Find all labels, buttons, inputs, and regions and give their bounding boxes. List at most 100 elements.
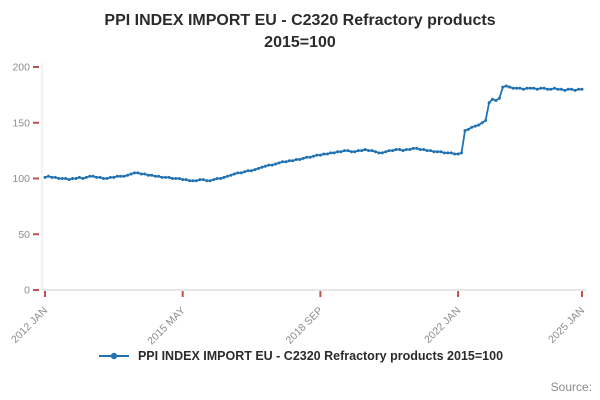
series-point bbox=[318, 153, 322, 157]
series-point bbox=[229, 173, 233, 177]
series-point bbox=[74, 177, 78, 181]
series-point bbox=[64, 177, 68, 181]
series-point bbox=[150, 173, 154, 177]
series-point bbox=[356, 149, 360, 153]
series-point bbox=[119, 174, 123, 178]
series-point bbox=[160, 176, 164, 180]
series-point bbox=[477, 123, 481, 127]
series-point bbox=[77, 176, 81, 180]
series-point bbox=[325, 152, 329, 156]
x-tick-label: 2018 SEP bbox=[284, 305, 326, 347]
series-point bbox=[346, 149, 350, 153]
series-point bbox=[146, 173, 150, 177]
series-point bbox=[256, 167, 260, 171]
y-tick-label: 150 bbox=[12, 117, 30, 129]
series-point bbox=[343, 149, 346, 153]
y-tick-label: 0 bbox=[24, 285, 30, 297]
series-point bbox=[126, 173, 130, 177]
series-point bbox=[98, 176, 102, 180]
x-tick-label: 2015 MAY bbox=[145, 305, 188, 348]
source-note: Source: bbox=[551, 380, 592, 394]
x-tick-label: 2012 JAN bbox=[9, 305, 50, 346]
series-point bbox=[102, 177, 105, 181]
series-point bbox=[246, 169, 250, 173]
series-point bbox=[291, 159, 295, 163]
series-point bbox=[129, 172, 133, 176]
series-point bbox=[263, 164, 267, 168]
series-point bbox=[466, 128, 470, 132]
series-point bbox=[277, 161, 281, 165]
series-point bbox=[105, 177, 109, 181]
series-point bbox=[205, 179, 209, 183]
series-point bbox=[301, 157, 305, 161]
series-point bbox=[470, 125, 474, 129]
series-point bbox=[422, 148, 426, 152]
series-point bbox=[494, 99, 498, 103]
series-point bbox=[50, 176, 54, 180]
series-point bbox=[484, 119, 488, 123]
series-point bbox=[195, 179, 198, 183]
series-point bbox=[164, 176, 167, 180]
series-point bbox=[522, 87, 525, 91]
series-point bbox=[250, 169, 253, 173]
series-point bbox=[157, 174, 161, 178]
series-point bbox=[394, 148, 398, 152]
series-point bbox=[53, 176, 57, 180]
series-point bbox=[122, 174, 126, 178]
series-point bbox=[153, 174, 157, 178]
series-point bbox=[442, 151, 446, 155]
series-point bbox=[139, 172, 143, 176]
series-point bbox=[577, 87, 581, 91]
series-point bbox=[143, 172, 147, 176]
series-point bbox=[212, 178, 216, 182]
series-point bbox=[439, 150, 443, 154]
series-point bbox=[542, 86, 546, 90]
series-point bbox=[260, 165, 264, 169]
series-point bbox=[408, 148, 412, 152]
series-point bbox=[46, 174, 50, 178]
series-point bbox=[401, 149, 405, 153]
series-point bbox=[566, 87, 570, 91]
series-point bbox=[473, 124, 477, 128]
series-point bbox=[284, 160, 288, 164]
series-point bbox=[425, 149, 429, 153]
series-point bbox=[580, 87, 584, 91]
series-point bbox=[339, 150, 343, 154]
series-point bbox=[377, 151, 381, 155]
series-point bbox=[387, 149, 391, 153]
series-point bbox=[429, 149, 432, 153]
series-point bbox=[501, 85, 505, 89]
series-point bbox=[556, 87, 560, 91]
series-point bbox=[208, 179, 212, 183]
series-point bbox=[188, 179, 192, 183]
series-point bbox=[518, 86, 522, 90]
series-point bbox=[81, 177, 85, 181]
series-point bbox=[491, 97, 494, 101]
series-point bbox=[559, 87, 563, 91]
series-point bbox=[198, 178, 202, 182]
series-point bbox=[391, 149, 395, 153]
series-point bbox=[177, 177, 181, 181]
series-point bbox=[232, 172, 236, 176]
series-point bbox=[274, 162, 278, 166]
series-point bbox=[270, 163, 274, 167]
legend-item[interactable]: PPI INDEX IMPORT EU - C2320 Refractory p… bbox=[0, 349, 600, 363]
series-point bbox=[60, 177, 64, 181]
series-point bbox=[525, 86, 529, 90]
series-point bbox=[243, 170, 247, 174]
series-point bbox=[219, 177, 223, 181]
series-point bbox=[532, 86, 536, 90]
series-point bbox=[435, 150, 439, 154]
series-point bbox=[115, 174, 119, 178]
y-tick-label: 50 bbox=[18, 229, 30, 241]
series-point bbox=[236, 171, 240, 175]
series-point bbox=[322, 152, 326, 156]
legend-label: PPI INDEX IMPORT EU - C2320 Refractory p… bbox=[137, 349, 504, 364]
series-point bbox=[515, 86, 519, 90]
series-point bbox=[453, 152, 457, 156]
series-point bbox=[446, 151, 450, 155]
series-point bbox=[184, 178, 188, 182]
series-point bbox=[535, 87, 539, 91]
series-point bbox=[174, 177, 178, 181]
